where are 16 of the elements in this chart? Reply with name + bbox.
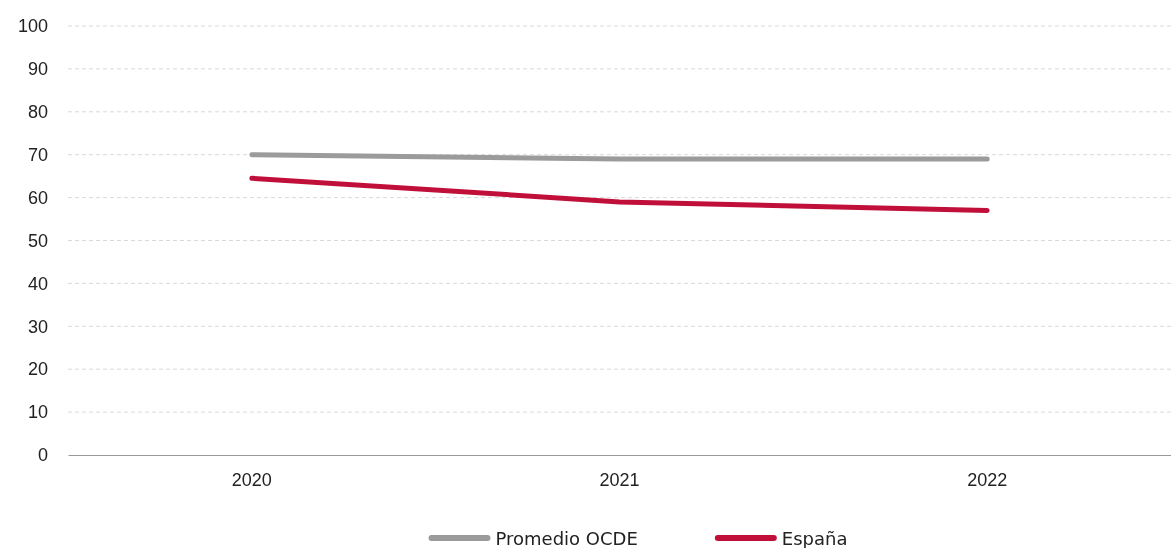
x-tick-label: 2022 [967,469,1008,490]
y-tick-label: 90 [27,59,48,80]
y-tick-label: 100 [17,16,48,37]
legend-label: España [781,528,848,548]
x-tick-label: 2021 [599,469,640,490]
y-tick-label: 70 [27,144,48,165]
y-tick-label: 0 [37,445,48,466]
x-tick-label: 2020 [231,469,272,490]
y-tick-label: 60 [27,187,48,208]
y-tick-label: 20 [27,359,48,380]
y-tick-label: 50 [27,230,48,251]
y-tick-label: 10 [27,402,48,423]
y-tick-label: 30 [27,316,48,337]
y-tick-label: 80 [27,102,48,123]
legend-label: Promedio OCDE [495,528,638,548]
y-tick-label: 40 [27,273,48,294]
